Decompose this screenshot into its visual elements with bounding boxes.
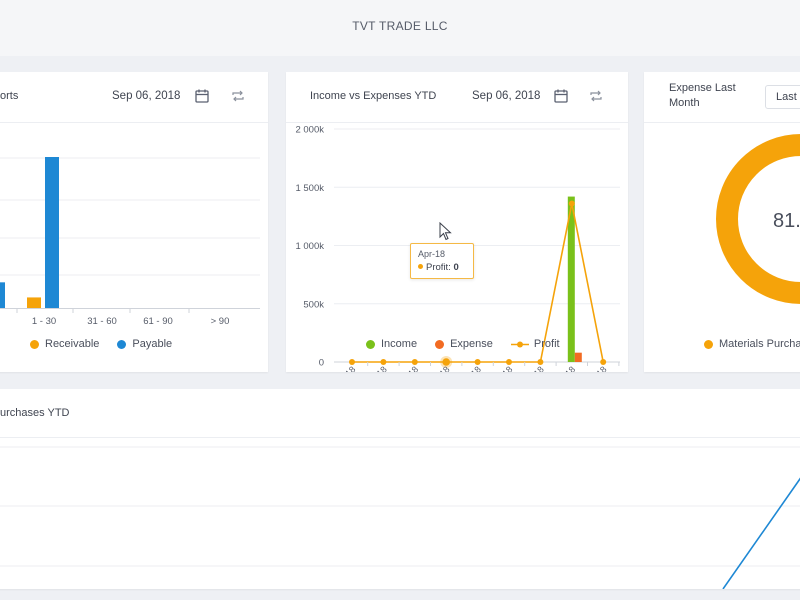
legend-dot (366, 339, 375, 349)
tooltip-value: 0 (453, 262, 459, 273)
income-month-label: Jun-18 (488, 364, 515, 372)
profit-point[interactable] (506, 359, 512, 365)
legend-dot (704, 339, 713, 349)
aging-category-label: 1 - 30 (32, 316, 56, 327)
chart-tooltip: Apr-18 Profit: 0 (410, 243, 474, 279)
aging-category-label: 61 - 90 (143, 316, 173, 327)
card-header: orts Sep 06, 2018 (0, 72, 268, 123)
date-display: Sep 06, 2018 (112, 90, 181, 102)
expense-bar[interactable] (574, 352, 582, 362)
purchases-ytd-card: urchases YTD (0, 389, 800, 589)
legend-payable[interactable]: Payable (132, 338, 173, 350)
income-month-label: Mar-18 (393, 364, 420, 372)
card-title-line2: Month (669, 97, 700, 109)
income-chart: 2 000k 1 500k 1 000k 500k 0 Jan-18 Feb-18 Mar-… (295, 125, 620, 372)
income-month-label: Jul-18 (521, 364, 545, 372)
aging-legend: Receivable Payable (30, 338, 190, 350)
income-month-label: May-18 (455, 364, 483, 372)
income-ytick-label: 0 (319, 358, 324, 369)
income-bar[interactable] (567, 196, 575, 362)
aging-bar-payable[interactable] (45, 157, 59, 308)
income-ytick-label: 1 000k (295, 241, 324, 252)
income-month-label: Jan-18 (331, 364, 358, 372)
tooltip-row: Profit: 0 (418, 262, 459, 273)
expense-legend: Materials Purchas (704, 338, 800, 350)
income-expenses-card: Income vs Expenses YTD Sep 06, 2018 2 00… (286, 72, 628, 372)
tooltip-month: Apr-18 (418, 249, 446, 259)
date-display: Sep 06, 2018 (472, 90, 541, 102)
legend-profit[interactable]: Profit (533, 338, 560, 350)
profit-point[interactable] (380, 359, 387, 365)
income-legend: Income Expense Profit (366, 338, 578, 350)
legend-dot (117, 339, 127, 349)
aging-category-label: 31 - 60 (87, 316, 117, 327)
legend-dot (435, 339, 445, 349)
profit-point[interactable] (411, 359, 418, 365)
income-ytick-label: 500k (303, 299, 324, 310)
profit-point[interactable] (474, 359, 481, 365)
profit-point[interactable] (537, 359, 544, 365)
calendar-icon[interactable] (553, 88, 569, 104)
refresh-icon[interactable] (588, 88, 604, 104)
income-month-label: Sep-18 (581, 364, 609, 372)
aging-bar-receivable[interactable] (27, 297, 41, 308)
legend-dot (30, 339, 39, 349)
card-header: Income vs Expenses YTD Sep 06, 2018 (286, 72, 628, 123)
income-month-label: Feb-18 (362, 364, 389, 372)
purchases-chart (0, 446, 800, 589)
refresh-icon[interactable] (230, 88, 246, 104)
income-month-label: Aug-18 (550, 364, 578, 372)
donut-center-value: 81.9 (773, 210, 800, 232)
card-title: Income vs Expenses YTD (310, 90, 437, 102)
legend-receivable[interactable]: Receivable (45, 338, 100, 350)
card-title-line1: Expense Last (669, 82, 736, 94)
aging-category-label: > 90 (211, 316, 230, 327)
period-select[interactable]: Last (765, 85, 800, 109)
legend-materials[interactable]: Materials Purchas (719, 338, 800, 350)
legend-expense[interactable]: Expense (450, 338, 493, 350)
profit-point[interactable] (600, 359, 607, 365)
income-ytick-label: 1 500k (295, 183, 324, 194)
mouse-cursor-icon (439, 222, 452, 241)
card-title: orts (0, 90, 19, 102)
tooltip-dot (418, 264, 423, 269)
card-header: urchases YTD (0, 389, 800, 438)
legend-line-marker (510, 341, 529, 347)
calendar-icon[interactable] (194, 88, 210, 104)
income-ytick-label: 2 000k (295, 125, 324, 136)
profit-point[interactable] (442, 358, 450, 366)
top-bar: TVT TRADE LLC (0, 0, 800, 56)
expense-donut-chart: 81.9 (716, 134, 800, 304)
card-title: urchases YTD (0, 407, 70, 419)
profit-point[interactable] (349, 359, 355, 365)
company-name: TVT TRADE LLC (352, 19, 448, 33)
expense-last-month-card: Expense Last Month Last 81.9 Materials P… (644, 72, 800, 372)
donut-slice-materials[interactable] (716, 134, 800, 304)
profit-point[interactable] (568, 200, 575, 207)
purchases-line (722, 477, 800, 589)
legend-income[interactable]: Income (381, 338, 418, 350)
aging-bar-payable[interactable] (0, 282, 5, 308)
tooltip-label: Profit: (426, 262, 451, 273)
card-header: Expense Last Month Last (644, 72, 800, 123)
